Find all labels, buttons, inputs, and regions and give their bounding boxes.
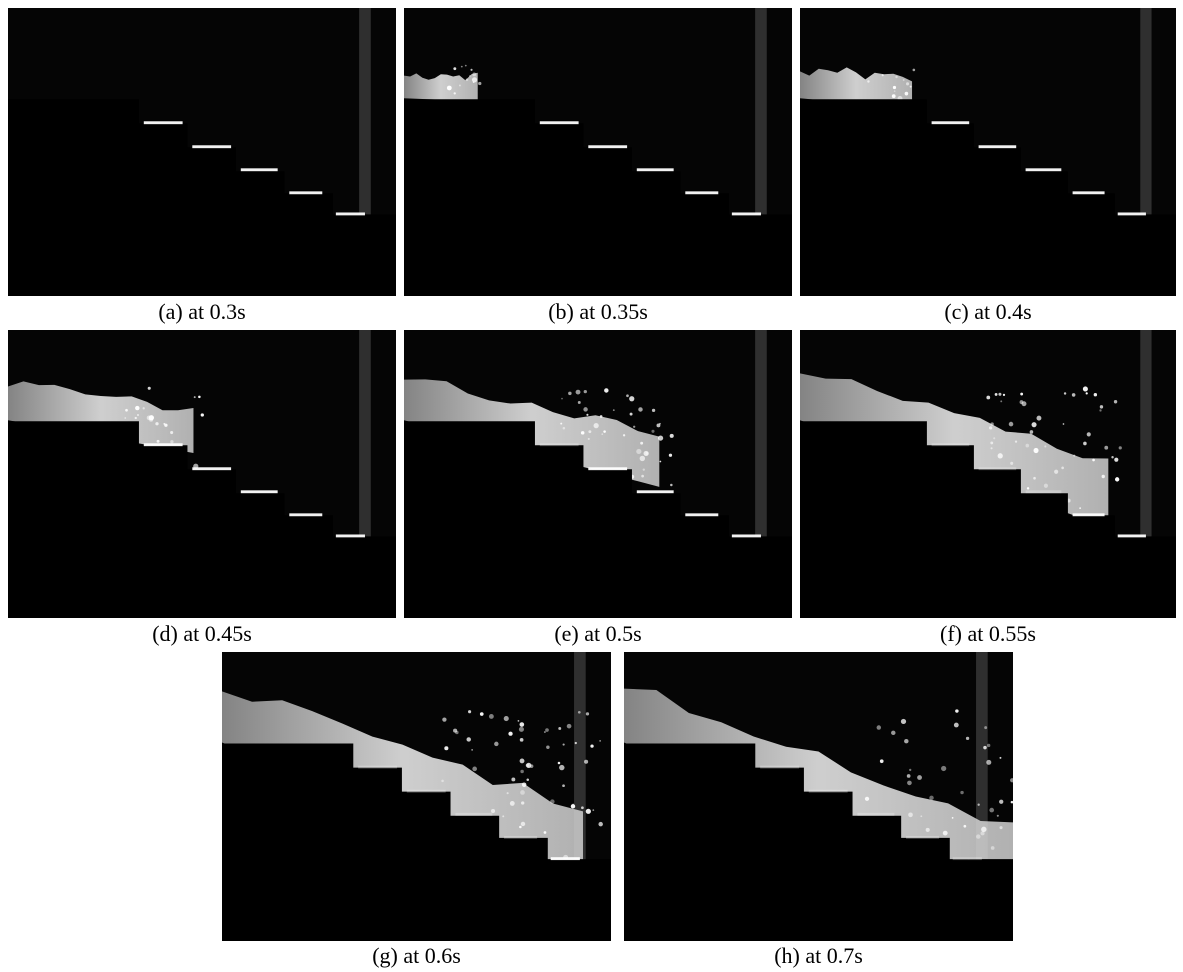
spillway-steps-c (800, 99, 1176, 296)
water-flow-c (800, 67, 913, 109)
caption-d: (d) at 0.45s (152, 621, 252, 646)
spillway-photo-h (624, 652, 1013, 941)
spillway-photo-d (8, 330, 396, 618)
spillway-photo-c (800, 8, 1176, 296)
caption-c: (c) at 0.4s (944, 299, 1032, 324)
spillway-photo-e (404, 330, 792, 618)
spillway-steps-f (800, 421, 1176, 618)
spillway-photo-f (800, 330, 1176, 618)
photo-frame-f (800, 330, 1176, 618)
water-flow-b (404, 72, 478, 102)
spillway-photo-b (404, 8, 792, 296)
photo-frame-g (222, 652, 611, 941)
photo-frame-c (800, 8, 1176, 296)
photo-frame-a (8, 8, 396, 296)
spillway-steps-h (624, 743, 1013, 941)
spillway-steps-b (404, 99, 792, 296)
photo-frame-h (624, 652, 1013, 941)
caption-h: (h) at 0.7s (774, 943, 863, 968)
photo-frame-e (404, 330, 792, 618)
photo-frame-b (404, 8, 792, 296)
photo-frame-d (8, 330, 396, 618)
spillway-steps-a (8, 99, 396, 296)
caption-b: (b) at 0.35s (548, 299, 648, 324)
caption-e: (e) at 0.5s (554, 621, 642, 646)
spillway-photo-a (8, 8, 396, 296)
spillway-steps-e (404, 421, 792, 618)
spillway-photo-g (222, 652, 611, 941)
spillway-steps-d (8, 421, 396, 618)
caption-f: (f) at 0.55s (940, 621, 1036, 646)
spillway-steps-g (222, 743, 611, 941)
caption-g: (g) at 0.6s (372, 943, 461, 968)
water-flow-d (8, 381, 194, 453)
caption-a: (a) at 0.3s (158, 299, 246, 324)
